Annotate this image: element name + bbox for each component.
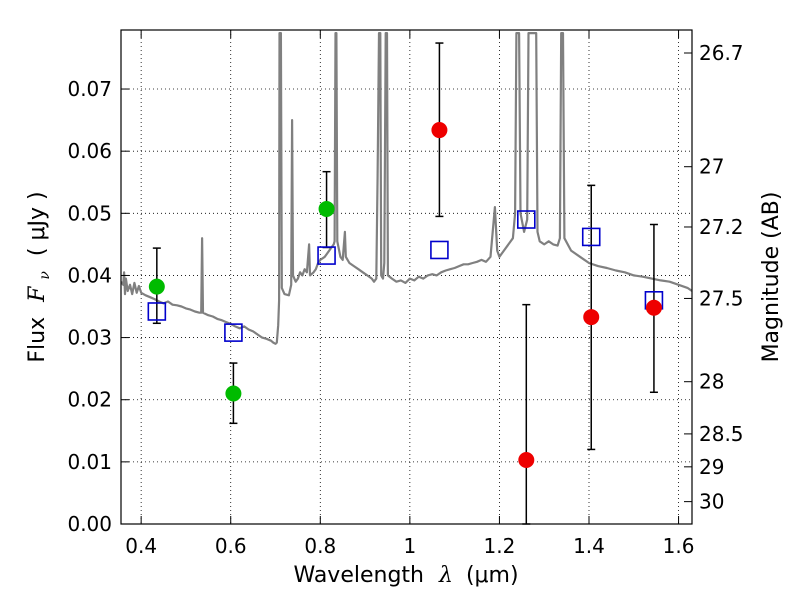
green-point [148, 278, 165, 295]
model-squares [147, 210, 664, 342]
magnitude-axis-label: Magnitude (AB) [759, 192, 784, 363]
x-tick-label: 1.6 [663, 534, 695, 558]
y-tick-label: 0.02 [67, 388, 112, 412]
magnitude-tick-label: 28.5 [699, 422, 744, 446]
model-square [581, 227, 601, 247]
red-point [645, 299, 662, 316]
magnitude-tick-label: 29 [699, 455, 724, 479]
x-tick-label: 1.2 [484, 534, 516, 558]
y-tick-label: 0.04 [67, 263, 112, 287]
magnitude-tick-label: 27.2 [699, 215, 744, 239]
model-square [430, 240, 449, 260]
y-tick-label: 0.03 [67, 326, 112, 350]
data-points [148, 122, 662, 468]
x-axis-label: Wavelength λ (μm) [293, 563, 518, 588]
y-tick-label: 0.01 [67, 450, 112, 474]
x-tick-label: 0.8 [304, 534, 336, 558]
model-square [317, 246, 336, 265]
x-tick-label: 1.4 [573, 534, 605, 558]
magnitude-tick-label: 28 [699, 370, 724, 394]
model-square [224, 323, 243, 342]
magnitude-tick-label: 30 [699, 490, 724, 514]
red-point [518, 451, 535, 468]
y-tick-label: 0.07 [67, 77, 112, 101]
magnitude-tick-label: 27 [699, 155, 724, 179]
y-axis-ticks: 0.00 0.01 0.02 0.03 0.04 0.05 0.06 0.07 [67, 77, 129, 536]
plot-background [121, 30, 692, 524]
x-tick-label: 0.6 [215, 534, 247, 558]
y-tick-label: 0.00 [67, 512, 112, 536]
green-point [225, 385, 242, 402]
model-square [516, 210, 536, 229]
red-point [431, 122, 448, 139]
green-point [318, 200, 335, 217]
y-tick-label: 0.05 [67, 201, 112, 225]
magnitude-tick-label: 27.5 [699, 286, 744, 310]
x-tick-label: 0.4 [125, 534, 157, 558]
model-square [147, 302, 167, 321]
spectrum-layer [121, 32, 692, 345]
plot-frame [120, 29, 693, 525]
magnitude-axis-ticks: 26.7 27 27.2 27.5 28 28.5 29 30 [684, 41, 744, 514]
y-tick-label: 0.06 [67, 139, 112, 163]
red-point [583, 309, 600, 326]
spectrum-line [121, 32, 692, 345]
y-axis-label: Flux F ν ( μJy ) [25, 191, 55, 362]
x-tick-label: 1 [403, 534, 416, 558]
magnitude-tick-label: 26.7 [699, 41, 744, 65]
x-axis-ticks: 0.4 0.6 0.8 1 1.2 1.4 1.6 [125, 30, 694, 558]
